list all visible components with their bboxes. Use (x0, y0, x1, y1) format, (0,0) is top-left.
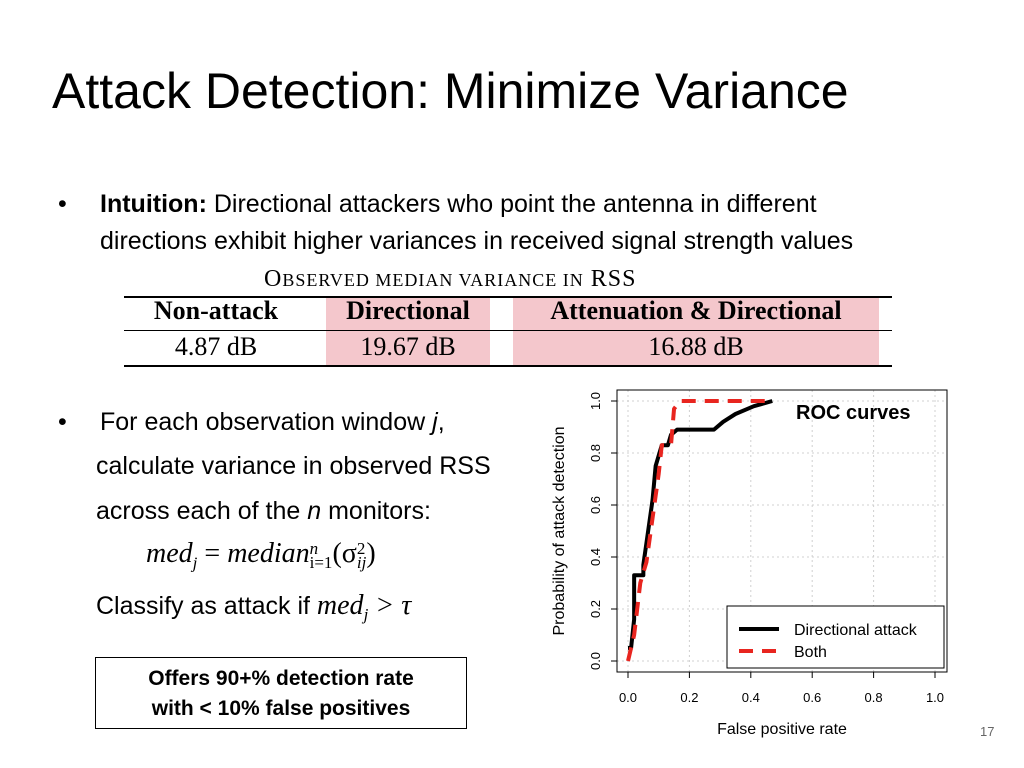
x-tick-label: 0.6 (803, 690, 821, 705)
formula-median-sup: n (309, 538, 319, 558)
formula-sigma-sup: 2 (356, 538, 366, 558)
intuition-text-line1: Directional attackers who point the ante… (206, 190, 817, 218)
y-tick-label: 0.2 (588, 600, 603, 618)
page-number: 17 (980, 724, 995, 739)
x-tick-label: 1.0 (926, 690, 944, 705)
classify-rest: > τ (368, 590, 412, 621)
plot-frame (616, 389, 948, 673)
observation-line3: across each of the n monitors: (96, 497, 431, 526)
classify-sub: j (363, 605, 369, 624)
formula-median-sub: i=1 (309, 552, 333, 572)
legend-label-directional: Directional attack (794, 622, 918, 639)
slide-title: Attack Detection: Minimize Variance (52, 63, 849, 119)
roc-curves-label: ROC curves (796, 402, 911, 424)
caption-smallcaps: BSERVED MEDIAN VARIANCE IN (282, 270, 584, 290)
callout-line1: Offers 90+% detection rate (148, 667, 414, 690)
table-value-attenuation: 16.88 dB (648, 332, 744, 361)
y-tick-label: 0.4 (588, 548, 603, 566)
table-bottom-rule (124, 365, 892, 367)
directional-highlight (326, 297, 490, 365)
bullet-marker: • (58, 408, 67, 436)
table-value-nonattack: 4.87 dB (174, 332, 258, 361)
observation-bullet: • For each observation window j, (58, 404, 540, 441)
x-tick-label: 0.4 (742, 690, 760, 705)
legend: Directional attack Both (726, 605, 945, 669)
intuition-label: Intuition: (100, 190, 207, 218)
caption-first-letter: O (264, 266, 283, 292)
detection-callout: Offers 90+% detection rate with < 10% fa… (95, 657, 467, 729)
y-axis-label: Probability of attack detection (551, 426, 568, 635)
x-tick-label: 0.8 (865, 690, 883, 705)
intuition-bullet: • Intuition: Directional attackers who p… (58, 186, 980, 260)
formula-median: median (227, 538, 310, 569)
series-lines (626, 399, 773, 662)
median-formula: medj = median n i=1 (σ 2 ij) (146, 538, 376, 574)
legend-label-both: Both (794, 644, 827, 661)
formula-equals: = (197, 538, 228, 569)
formula-open: (σ (332, 538, 357, 569)
window-var-j: j (432, 408, 438, 436)
formula-med-sub: j (192, 553, 198, 573)
table-header-directional: Directional (346, 296, 470, 325)
table-caption: OBSERVED MEDIAN VARIANCE IN RSS (264, 266, 636, 293)
caption-rss: RSS (583, 266, 637, 292)
table-top-rule (124, 296, 892, 298)
observation-line1-post: , (437, 408, 445, 436)
y-tick-label: 0.8 (588, 444, 603, 462)
intuition-text-line2: directions exhibit higher variances in r… (100, 227, 854, 255)
formula-sigma-sub: ij (356, 552, 367, 572)
x-axis-label: False positive rate (717, 721, 847, 738)
table-header-nonattack: Non-attack (153, 296, 279, 325)
classify-line: Classify as attack if medj > τ (96, 590, 411, 625)
classify-text: Classify as attack if (96, 592, 317, 620)
classify-med: med (316, 590, 364, 621)
y-tick-label: 1.0 (588, 392, 603, 410)
both-line (626, 399, 773, 662)
bullet-marker: • (58, 190, 67, 218)
table-header-attenuation: Attenuation & Directional (550, 296, 842, 325)
x-axis-ticks: 0.0 0.2 0.4 0.6 0.8 1.0 (619, 672, 944, 705)
table-value-directional: 19.67 dB (360, 332, 456, 361)
observation-line2: calculate variance in observed RSS (96, 452, 491, 480)
x-tick-label: 0.0 (619, 690, 637, 705)
directional-attack-line (628, 399, 773, 650)
callout-line2: with < 10% false positives (151, 697, 411, 720)
roc-chart: 0.0 0.2 0.4 0.6 0.8 1.0 0.0 0.2 0.4 0.6 0.8 1.0 Fa… (551, 389, 948, 738)
x-tick-label: 0.2 (680, 690, 698, 705)
observation-line1-pre: For each observation window (100, 408, 433, 436)
y-tick-label: 0.6 (588, 496, 603, 514)
legend-box (726, 605, 945, 669)
observation-line3-pre: across each of the (96, 497, 308, 525)
observation-line3-post: monitors: (321, 497, 431, 525)
formula-close: ) (366, 538, 376, 569)
formula-med: med (146, 538, 193, 569)
table-mid-rule (124, 330, 892, 331)
monitors-var-n: n (307, 497, 322, 525)
attenuation-highlight (513, 297, 879, 365)
y-tick-label: 0.0 (588, 652, 603, 670)
y-axis-ticks: 0.0 0.2 0.4 0.6 0.8 1.0 (588, 392, 617, 670)
